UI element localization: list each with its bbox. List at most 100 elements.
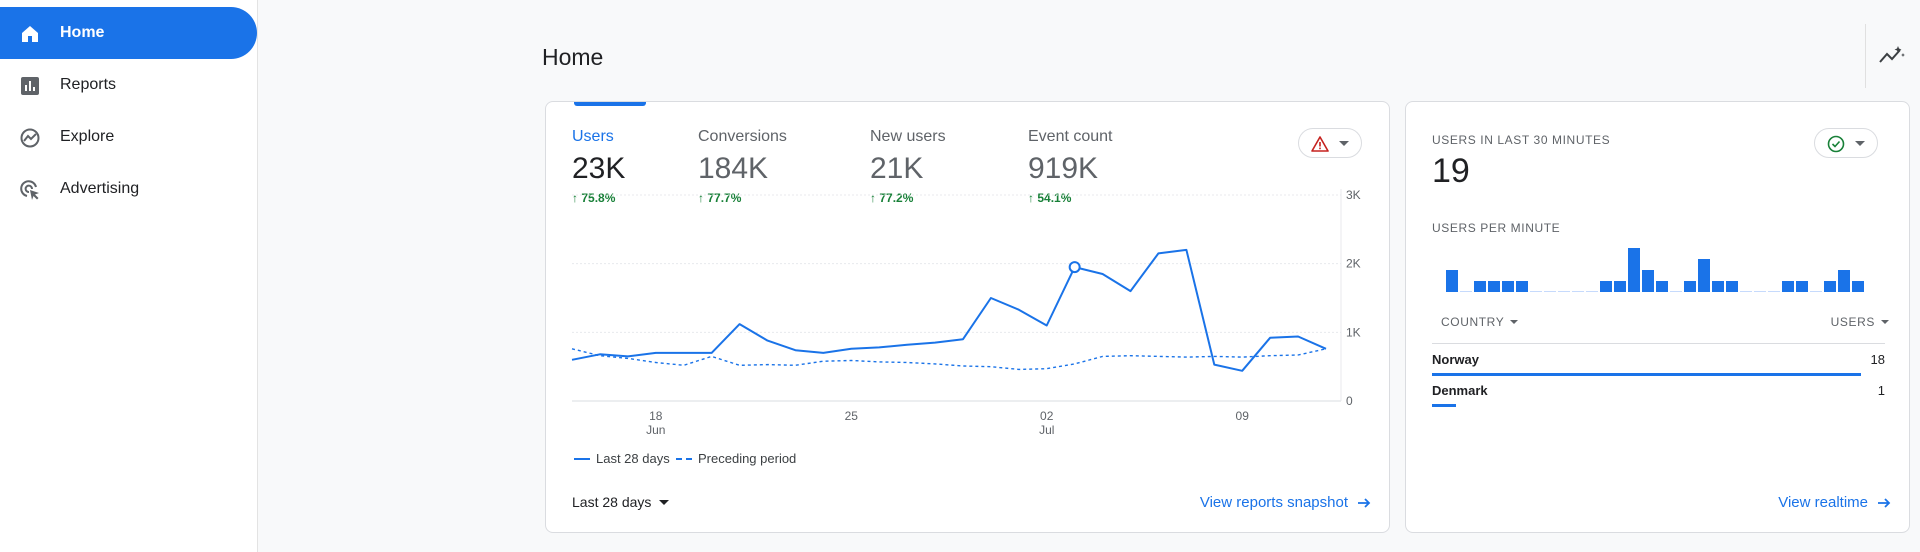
sidebar-item-label: Reports [60, 76, 117, 93]
series-line-preceding-period [571, 348, 1327, 371]
metric-label: Conversions [698, 128, 787, 145]
highlight-point [1068, 261, 1081, 274]
metric-tab-conversions[interactable]: Conversions 184K ↑ 77.7% [698, 128, 787, 205]
minute-bar [1460, 291, 1472, 292]
table-row[interactable]: Norway 18 [1432, 352, 1885, 382]
minute-bar [1824, 281, 1836, 292]
users-column-header[interactable]: USERS [1831, 315, 1889, 329]
minute-bar [1628, 248, 1640, 292]
header-divider [1865, 24, 1866, 88]
realtime-card: USERS IN LAST 30 MINUTES 19 USERS PER MI… [1405, 101, 1910, 533]
minute-bar [1600, 281, 1612, 292]
sidebar-item-explore[interactable]: Explore [0, 111, 257, 163]
sidebar-item-label: Home [60, 24, 105, 41]
arrow-right-icon [1358, 497, 1371, 508]
minute-bar [1446, 270, 1458, 292]
caret-down-icon [1881, 320, 1889, 324]
overview-card: Users 23K ↑ 75.8% Conversions 184K ↑ 77.… [545, 101, 1390, 533]
users-per-minute-label: USERS PER MINUTE [1432, 221, 1561, 235]
legend-label: Preceding period [698, 451, 797, 466]
country-name: Norway [1432, 352, 1479, 367]
minute-bar [1558, 291, 1570, 292]
users-per-minute-chart [1446, 248, 1864, 292]
advertising-cursor-icon [19, 179, 41, 201]
insights-sparkline-icon [1879, 46, 1905, 63]
home-icon [19, 23, 41, 45]
minute-bar [1796, 281, 1808, 292]
minute-bar [1782, 281, 1794, 292]
minute-bar [1642, 270, 1654, 292]
table-row[interactable]: Denmark 1 [1432, 383, 1885, 413]
metric-value: 919K [1028, 152, 1099, 185]
minute-bar [1712, 281, 1724, 292]
view-reports-snapshot-link[interactable]: View reports snapshot [1200, 494, 1371, 511]
realtime-users-value: 19 [1432, 152, 1470, 190]
x-tick-label: 02 [1040, 409, 1054, 423]
anomaly-dropdown[interactable] [1298, 128, 1362, 158]
share-bar [1432, 404, 1456, 407]
series-line-last-28-days [571, 248, 1327, 372]
metric-label: Users [572, 128, 614, 145]
minute-bar [1754, 291, 1766, 292]
country-column-header[interactable]: COUNTRY [1441, 315, 1519, 329]
link-label: View realtime [1778, 494, 1868, 511]
minute-bar [1544, 291, 1556, 292]
column-header-label: COUNTRY [1441, 315, 1505, 329]
insights-button[interactable] [1878, 44, 1906, 68]
minute-bar [1852, 281, 1864, 292]
minute-bar [1768, 291, 1780, 292]
link-label: View reports snapshot [1199, 494, 1348, 511]
country-users: 1 [1877, 383, 1885, 398]
page-title: Home [542, 44, 604, 70]
minute-bar [1740, 291, 1752, 292]
caret-down-icon [659, 499, 670, 505]
metric-label: Event count [1028, 128, 1113, 145]
check-circle-icon [1827, 135, 1845, 153]
legend-label: Last 28 days [596, 451, 670, 466]
metric-tab-new-users[interactable]: New users 21K ↑ 77.2% [870, 128, 946, 205]
sidebar-item-label: Explore [60, 128, 115, 145]
column-header-label: USERS [1830, 315, 1875, 329]
metric-label: New users [870, 128, 946, 145]
minute-bar [1810, 291, 1822, 292]
minute-bar [1516, 281, 1528, 292]
y-tick-label: 1K [1346, 325, 1361, 339]
minute-bar [1572, 291, 1584, 292]
minute-bar [1670, 291, 1682, 292]
sidebar: Home Reports Explore Advertising [0, 0, 258, 552]
x-tick-label: 09 [1236, 409, 1250, 423]
sidebar-item-reports[interactable]: Reports [0, 59, 257, 111]
explore-trend-icon [19, 127, 41, 149]
minute-bar [1726, 281, 1738, 292]
arrow-right-icon [1878, 497, 1891, 508]
realtime-status-dropdown[interactable] [1814, 128, 1878, 158]
minute-bar [1614, 281, 1626, 292]
sidebar-item-label: Advertising [60, 180, 140, 197]
warning-triangle-icon [1311, 136, 1329, 152]
x-tick-label: 18 [649, 409, 663, 423]
y-tick-label: 2K [1346, 257, 1361, 271]
x-tick-sublabel: Jul [1039, 423, 1054, 437]
y-tick-label: 3K [1346, 188, 1361, 202]
date-range-select[interactable]: Last 28 days [572, 494, 670, 510]
active-tab-indicator [574, 102, 646, 106]
country-name: Denmark [1432, 383, 1488, 398]
minute-bar [1488, 281, 1500, 292]
minute-bar [1530, 291, 1542, 292]
sidebar-item-home[interactable]: Home [0, 7, 257, 59]
country-users: 18 [1870, 352, 1885, 367]
minute-bar [1698, 259, 1710, 292]
legend-item-current: Last 28 days [574, 451, 670, 466]
sidebar-item-advertising[interactable]: Advertising [0, 163, 257, 215]
x-tick-sublabel: Jun [646, 423, 665, 437]
legend-swatch-solid [574, 457, 590, 460]
view-realtime-link[interactable]: View realtime [1778, 494, 1891, 511]
table-divider [1432, 343, 1885, 344]
legend-item-previous: Preceding period [676, 451, 796, 466]
minute-bar [1586, 291, 1598, 292]
minute-bar [1502, 281, 1514, 292]
date-range-label: Last 28 days [572, 494, 652, 510]
reports-bar-chart-icon [19, 75, 41, 97]
realtime-title: USERS IN LAST 30 MINUTES [1432, 133, 1611, 147]
